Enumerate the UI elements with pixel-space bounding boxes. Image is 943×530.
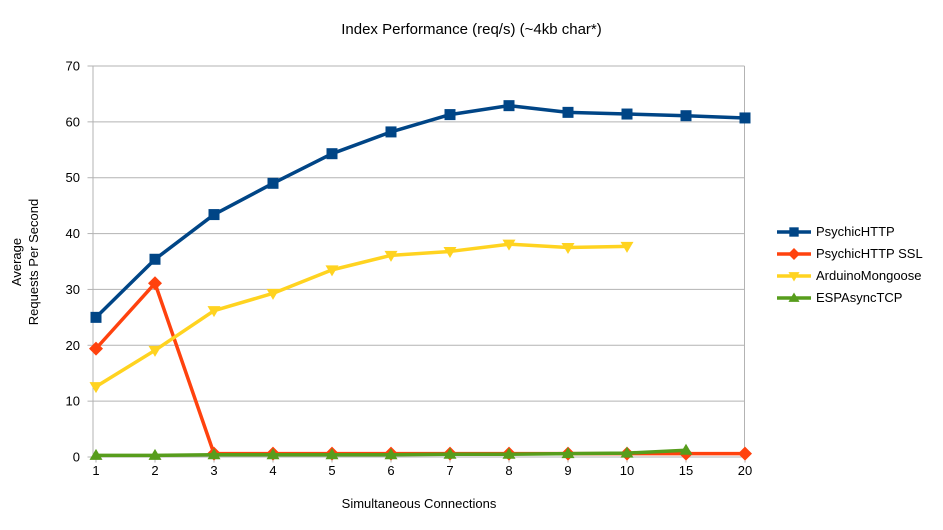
triangle-down-marker — [325, 265, 339, 277]
square-marker — [326, 148, 338, 160]
triangle-down-marker — [788, 271, 800, 282]
series-line — [95, 242, 628, 389]
x-tick-label-1: 1 — [92, 463, 99, 478]
x-tick-label-10: 10 — [620, 463, 634, 478]
square-marker — [267, 177, 279, 189]
square-marker — [385, 126, 397, 138]
y-tick-label-70: 70 — [66, 59, 80, 74]
legend-item-psychichttp-ssl: PsychicHTTP SSL — [777, 246, 923, 261]
triangle-up-marker — [384, 448, 398, 460]
triangle-up-marker — [788, 291, 800, 302]
legend-item-psychichttp: PsychicHTTP — [777, 224, 923, 239]
diamond-marker — [738, 446, 752, 461]
legend-label: PsychicHTTP — [816, 224, 895, 239]
series-psychichttp — [90, 100, 751, 323]
legend-item-arduinomongoose: ArduinoMongoose — [777, 268, 923, 283]
x-tick-label-4: 4 — [269, 463, 276, 478]
triangle-down-marker — [502, 239, 516, 251]
diamond-marker — [788, 247, 800, 260]
chart-title: Index Performance (req/s) (~4kb char*) — [341, 21, 602, 38]
square-marker — [444, 109, 456, 121]
psychichttp-ssl-legend-diamond-icon — [777, 247, 811, 260]
y-tick-label-30: 30 — [66, 282, 80, 297]
x-axis-title: Simultaneous Connections — [341, 496, 497, 511]
espasynctcp-legend-triangle-up-icon — [777, 291, 811, 302]
x-tick-label-20: 20 — [738, 463, 752, 478]
x-tick-label-8: 8 — [505, 463, 512, 478]
square-marker — [789, 226, 799, 237]
legend-label: PsychicHTTP SSL — [816, 246, 923, 261]
diamond-marker — [89, 341, 103, 356]
triangle-up-marker — [148, 448, 162, 460]
triangle-down-marker — [148, 345, 162, 357]
x-tick-label-7: 7 — [446, 463, 453, 478]
triangle-up-marker — [502, 447, 516, 459]
series-psychichttp-ssl — [89, 276, 752, 461]
square-marker — [503, 100, 515, 112]
series-arduinomongoose — [89, 239, 634, 394]
series-line — [94, 281, 745, 456]
legend-item-espasynctcp: ESPAsyncTCP — [777, 290, 923, 305]
square-marker — [739, 112, 751, 124]
triangle-down-marker — [89, 382, 103, 394]
square-marker — [621, 108, 633, 120]
triangle-up-marker — [561, 447, 575, 459]
legend: PsychicHTTP PsychicHTTP SSL ArduinoMongoos… — [777, 224, 923, 305]
triangle-up-marker — [443, 447, 457, 459]
triangle-down-marker — [620, 241, 634, 253]
diamond-marker — [148, 276, 162, 291]
x-tick-label-3: 3 — [210, 463, 217, 478]
triangle-up-marker — [679, 443, 693, 455]
y-tick-label-50: 50 — [66, 170, 80, 185]
y-tick-label-10: 10 — [66, 394, 80, 409]
triangle-down-marker — [384, 250, 398, 262]
triangle-down-marker — [207, 306, 221, 318]
square-marker — [562, 106, 574, 118]
triangle-down-marker — [561, 243, 575, 255]
triangle-up-marker — [620, 446, 634, 458]
square-marker — [90, 311, 102, 323]
x-tick-label-9: 9 — [564, 463, 571, 478]
x-tick-label-5: 5 — [328, 463, 335, 478]
x-tick-label-15: 15 — [679, 463, 693, 478]
x-tick-label-6: 6 — [387, 463, 394, 478]
arduinomongoose-legend-triangle-down-icon — [777, 271, 811, 282]
series-espasynctcp — [89, 443, 693, 460]
y-tick-label-60: 60 — [66, 114, 80, 129]
legend-label: ESPAsyncTCP — [816, 290, 903, 305]
square-marker — [149, 253, 161, 265]
y-tick-label-20: 20 — [66, 338, 80, 353]
triangle-down-marker — [266, 288, 280, 300]
series-line — [94, 103, 746, 319]
triangle-up-marker — [325, 448, 339, 460]
x-tick-label-2: 2 — [151, 463, 158, 478]
triangle-up-marker — [266, 448, 280, 460]
y-tick-label-40: 40 — [66, 226, 80, 241]
psychichttp-legend-square-icon — [777, 226, 811, 237]
triangle-up-marker — [89, 448, 103, 460]
legend-label: ArduinoMongoose — [816, 268, 922, 283]
square-marker — [208, 209, 220, 221]
square-marker — [680, 110, 692, 122]
triangle-up-marker — [207, 448, 221, 460]
triangle-down-marker — [443, 246, 457, 258]
y-tick-label-0: 0 — [73, 450, 80, 465]
